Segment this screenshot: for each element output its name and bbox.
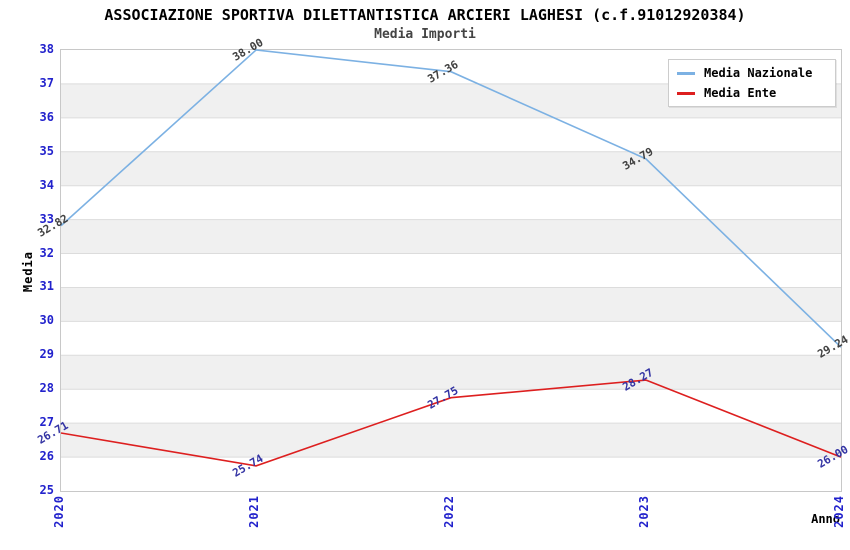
y-axis-tick-label: 33 bbox=[39, 211, 54, 226]
chart-svg bbox=[60, 49, 842, 491]
legend-swatch-media-ente bbox=[677, 91, 695, 95]
background-band bbox=[61, 423, 841, 458]
y-axis-tick-label: 26 bbox=[39, 449, 54, 464]
legend-item-media-ente: Media Ente bbox=[677, 86, 827, 100]
x-axis-tick-label: 2024 bbox=[832, 495, 846, 528]
legend: Media Nazionale Media Ente bbox=[668, 59, 836, 107]
background-band bbox=[61, 321, 841, 356]
chart-subtitle: Media Importi bbox=[374, 27, 476, 42]
y-axis-tick-label: 27 bbox=[39, 415, 54, 430]
y-axis-tick-label: 38 bbox=[39, 42, 54, 56]
legend-item-media-nazionale: Media Nazionale bbox=[677, 66, 827, 80]
background-band bbox=[61, 151, 841, 186]
y-axis-tick-label: 29 bbox=[39, 347, 54, 362]
x-axis-tick-label: 2022 bbox=[442, 495, 456, 528]
series-line-media-nazionale bbox=[60, 49, 842, 348]
series-line-media-ente bbox=[60, 379, 842, 467]
x-axis-title: Anno bbox=[811, 512, 840, 526]
y-axis-tick-label: 28 bbox=[39, 381, 54, 396]
x-axis-tick-label: 2020 bbox=[52, 495, 66, 528]
y-axis-tick-label: 37 bbox=[39, 75, 54, 90]
background-band bbox=[61, 457, 841, 491]
y-axis-tick-label: 36 bbox=[39, 109, 54, 124]
background-band bbox=[61, 253, 841, 288]
chart-title: ASSOCIAZIONE SPORTIVA DILETTANTISTICA AR… bbox=[104, 6, 746, 24]
y-axis-tick-label: 35 bbox=[39, 143, 54, 158]
y-axis-tick-label: 30 bbox=[39, 313, 54, 328]
x-axis-tick-label: 2021 bbox=[247, 495, 261, 528]
background-band bbox=[61, 117, 841, 152]
legend-label-media-nazionale: Media Nazionale bbox=[704, 66, 813, 80]
y-axis-tick-label: 32 bbox=[39, 245, 54, 260]
background-band bbox=[61, 355, 841, 390]
legend-label-media-ente: Media Ente bbox=[704, 86, 777, 100]
background-band bbox=[61, 185, 841, 220]
y-axis-tick-label: 31 bbox=[39, 279, 54, 294]
x-axis-tick-label: 2023 bbox=[637, 495, 651, 528]
background-band bbox=[61, 219, 841, 254]
background-band bbox=[61, 287, 841, 322]
plot-area: 32.82 38.00 37.36 34.79 29.24 26.71 25.74 27.75… bbox=[35, 36, 850, 492]
y-axis-tick-label: 25 bbox=[39, 483, 54, 497]
y-axis-tick-label: 34 bbox=[39, 177, 54, 192]
legend-swatch-media-nazionale bbox=[677, 71, 695, 75]
